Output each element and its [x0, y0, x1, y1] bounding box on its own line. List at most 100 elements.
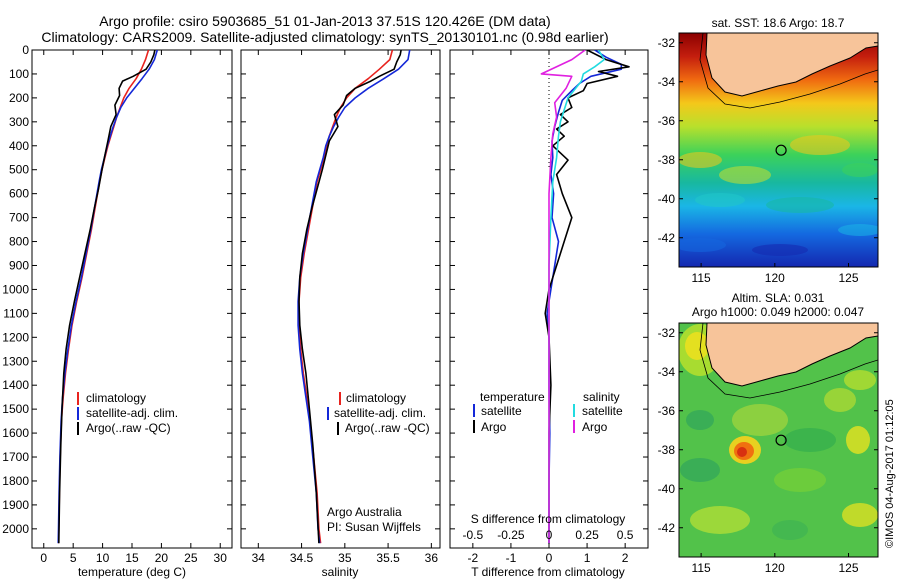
legend-s-argo: Argo [582, 420, 608, 434]
legend-climatology: climatology [86, 391, 146, 405]
salinity-axis-label: salinity [322, 565, 359, 579]
y-tick-label: 1700 [2, 450, 29, 464]
series-line-satellite-adj-clim- [297, 50, 411, 544]
x-tick-label: 10 [96, 551, 110, 565]
x-tick-label: 34.5 [290, 551, 314, 565]
s-tick-label: 0 [546, 528, 553, 542]
map-lat-label: -40 [658, 482, 676, 496]
sst-profile-location-marker [775, 144, 787, 156]
x-tick-label: 5 [70, 551, 77, 565]
s-tick-label: 0.5 [617, 528, 634, 542]
map-lat-label: -38 [658, 153, 676, 167]
map-lon-label: 115 [692, 561, 711, 575]
s-tick-label: -0.5 [463, 528, 484, 542]
map-lat-label: -42 [658, 231, 676, 245]
sla-depth-contour [699, 323, 878, 399]
y-tick-label: 1000 [2, 282, 29, 296]
legend-argo: Argo(..raw -QC) [86, 421, 171, 435]
y-tick-label: 1900 [2, 498, 29, 512]
y-tick-label: 1200 [2, 330, 29, 344]
series-line-argo-raw-qc- [298, 50, 402, 544]
y-tick-label: 500 [9, 163, 29, 177]
x-tick-label: 2 [622, 551, 629, 565]
y-tick-label: 800 [9, 235, 29, 249]
x-tick-label: 15 [125, 551, 139, 565]
y-tick-label: 300 [9, 115, 29, 129]
map-lon-label: 125 [839, 271, 859, 285]
salinity-legend: climatology satellite-adj. clim. Argo(..… [327, 391, 430, 435]
temperature-legend: climatology satellite-adj. clim. Argo(..… [77, 391, 178, 435]
legend-temperature-title: temperature [480, 390, 545, 404]
y-tick-label: 900 [9, 258, 29, 272]
map-lat-label: -40 [658, 192, 676, 206]
s-difference-axis-label: S difference from climatology [471, 512, 626, 526]
legend-argo: Argo(..raw -QC) [345, 421, 430, 435]
x-tick-label: 35 [338, 551, 352, 565]
series-line-salinity-argo [540, 50, 586, 544]
legend-satellite-adj: satellite-adj. clim. [334, 406, 426, 420]
y-tick-label: 1400 [2, 378, 29, 392]
x-tick-label: 34 [252, 551, 266, 565]
sst-map-title: sat. SST: 18.6 Argo: 18.7 [712, 16, 845, 30]
x-tick-label: 20 [155, 551, 169, 565]
sst-map: sat. SST: 18.6 Argo: 18.7 -32 -34 -36 -38 -4… [658, 16, 879, 285]
sst-depth-contour [699, 33, 878, 109]
map-lon-label: 120 [765, 271, 785, 285]
map-lat-label: -42 [658, 521, 676, 535]
legend-salinity-title: salinity [583, 390, 620, 404]
y-tick-label: 1600 [2, 426, 29, 440]
map-lat-label: -34 [658, 75, 676, 89]
difference-panel: -2 -1 0 1 2 -0.5 -0.25 0 0.25 0.5 S difference fr… [449, 49, 649, 579]
sla-map: Altim. SLA: 0.031 Argo h1000: 0.049 h200… [658, 291, 879, 575]
series-line-temperature-argo [544, 50, 630, 544]
sla-profile-location-marker [775, 434, 787, 446]
series-line-argo-raw-qc- [58, 50, 156, 544]
t-difference-axis-label: T difference from climatology [471, 565, 625, 579]
figure-title-line-1: Argo profile: csiro 5903685_51 01-Jan-20… [99, 13, 551, 29]
s-tick-label: -0.25 [497, 528, 525, 542]
sst-texture [679, 135, 878, 256]
map-lat-label: -38 [658, 443, 676, 457]
x-tick-label: 35.5 [376, 551, 400, 565]
sla-texture [679, 324, 878, 540]
y-tick-label: 1300 [2, 354, 29, 368]
x-tick-label: 36 [425, 551, 439, 565]
x-tick-label: 25 [184, 551, 198, 565]
x-tick-label: 0 [40, 551, 47, 565]
y-tick-label: 700 [9, 211, 29, 225]
x-tick-label: -1 [506, 551, 517, 565]
credits-org: Argo Australia [327, 505, 402, 519]
map-lat-label: -32 [658, 36, 676, 50]
map-lat-label: -36 [658, 404, 676, 418]
legend-s-satellite: satellite [582, 404, 623, 418]
y-tick-label: 0 [22, 43, 29, 57]
map-lon-label: 115 [692, 271, 711, 285]
map-lat-label: -34 [658, 365, 676, 379]
x-tick-label: -2 [468, 551, 479, 565]
x-tick-label: 0 [546, 551, 553, 565]
series-line-climatology [298, 50, 394, 544]
sla-map-title-2: Argo h1000: 0.049 h2000: 0.047 [692, 305, 864, 319]
difference-legend: temperature salinity satellite Argo sate… [473, 390, 623, 434]
imos-watermark: ©IMOS 04-Aug-2017 01:12:05 [884, 399, 896, 548]
y-tick-label: 200 [9, 91, 29, 105]
map-lat-label: -36 [658, 114, 676, 128]
y-tick-label: 1100 [3, 306, 29, 320]
x-tick-label: 30 [214, 551, 228, 565]
sst-land [679, 33, 878, 97]
legend-t-satellite: satellite [481, 404, 522, 418]
map-lat-label: -32 [658, 326, 676, 340]
map-lon-label: 125 [839, 561, 859, 575]
y-tick-label: 1500 [2, 402, 29, 416]
legend-climatology: climatology [346, 391, 406, 405]
x-tick-label: 1 [584, 551, 591, 565]
y-tick-label: 2000 [2, 522, 29, 536]
s-tick-label: 0.25 [575, 528, 599, 542]
figure-title-line-2: Climatology: CARS2009. Satellite-adjuste… [41, 29, 609, 45]
map-lon-label: 120 [765, 561, 785, 575]
temperature-panel: 0100200300400500600700800900100011001200… [2, 43, 233, 579]
y-tick-label: 100 [9, 67, 29, 81]
credits-pi: PI: Susan Wijffels [327, 520, 421, 534]
legend-satellite-adj: satellite-adj. clim. [86, 406, 178, 420]
